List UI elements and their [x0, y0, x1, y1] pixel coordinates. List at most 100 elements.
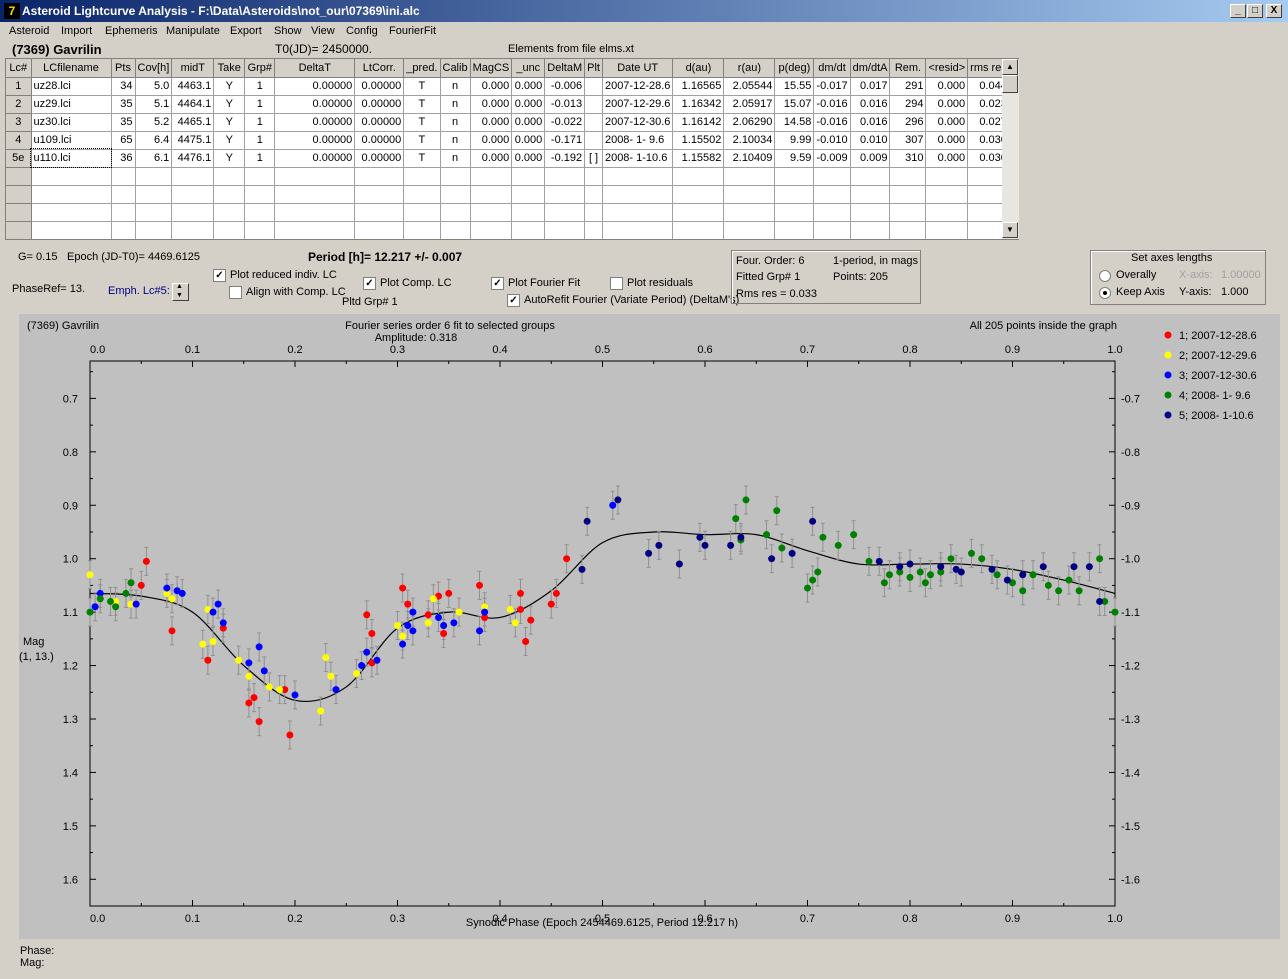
row-header[interactable] [6, 221, 32, 239]
app-icon[interactable]: 7 [4, 3, 20, 19]
table-cell[interactable]: n [440, 77, 471, 96]
scroll-down-icon[interactable]: ▼ [1002, 222, 1018, 238]
table-cell[interactable] [813, 221, 851, 239]
table-cell[interactable]: T [403, 131, 441, 150]
menu-show[interactable]: Show [274, 25, 302, 37]
table-cell[interactable] [354, 167, 405, 186]
table-cell[interactable]: 1.16565 [672, 77, 725, 96]
table-cell[interactable] [774, 185, 815, 204]
table-cell[interactable]: uz28.lci [31, 77, 112, 96]
table-cell[interactable]: 0.00000 [354, 149, 405, 168]
menu-ephemeris[interactable]: Ephemeris [105, 25, 158, 37]
row-header[interactable]: 4 [6, 131, 32, 150]
plot-panel[interactable]: 0.0 0.0 0.1 0.1 0.2 0.2 0.3 0.3 0.4 0.4 0.5 0.5 0.6 0… [19, 314, 1280, 939]
table-cell[interactable]: 0.000 [511, 131, 546, 150]
table-cell[interactable]: 1 [244, 131, 276, 150]
table-cell[interactable] [403, 221, 441, 239]
column-header[interactable]: midT [171, 59, 215, 78]
table-cell[interactable]: -0.013 [544, 95, 586, 114]
scroll-thumb[interactable] [1002, 75, 1018, 93]
table-cell[interactable] [511, 203, 546, 222]
table-cell[interactable] [274, 185, 356, 204]
table-cell[interactable]: 294 [889, 95, 927, 114]
menu-config[interactable]: Config [346, 25, 378, 37]
table-cell[interactable] [925, 185, 969, 204]
table-cell[interactable] [925, 167, 969, 186]
lightcurve-table[interactable]: Lc# LCfilename Pts Cov[h] midT Take Grp# DeltaT… [5, 58, 1019, 240]
table-cell[interactable] [723, 185, 776, 204]
table-cell[interactable]: Y [213, 131, 246, 150]
keep-axis-radio[interactable] [1099, 287, 1111, 299]
menu-export[interactable]: Export [230, 25, 262, 37]
table-cell[interactable] [171, 221, 215, 239]
table-cell[interactable]: 0.00000 [354, 77, 405, 96]
table-cell[interactable]: uz29.lci [31, 95, 112, 114]
spin-up-icon[interactable]: ▲ [176, 283, 183, 290]
table-cell[interactable]: 0.030 [967, 131, 1010, 150]
table-cell[interactable] [585, 239, 603, 240]
table-cell[interactable] [274, 203, 356, 222]
table-cell[interactable] [814, 239, 850, 240]
menu-fourierfit[interactable]: FourierFit [389, 25, 437, 37]
table-cell[interactable]: u110.lci [30, 148, 112, 168]
table-cell[interactable]: -0.022 [544, 113, 586, 132]
table-cell[interactable]: -0.192 [544, 149, 586, 168]
table-cell[interactable]: 2.10034 [723, 131, 776, 150]
table-cell[interactable]: 2.06290 [723, 113, 776, 132]
table-cell[interactable]: 1.15502 [672, 131, 725, 150]
table-cell[interactable] [31, 185, 112, 204]
table-cell[interactable]: 0.017 [850, 77, 891, 96]
row-header[interactable] [6, 239, 31, 240]
table-cell[interactable] [31, 221, 112, 239]
table-cell[interactable]: 9.99 [774, 131, 815, 150]
table-cell[interactable]: -0.171 [544, 131, 586, 150]
table-cell[interactable] [31, 203, 112, 222]
table-cell[interactable] [544, 221, 586, 239]
table-cell[interactable] [244, 185, 276, 204]
table-cell[interactable]: [ ] [584, 149, 603, 168]
table-cell[interactable]: uz30.lci [31, 113, 112, 132]
table-cell[interactable]: 34 [111, 77, 136, 96]
table-cell[interactable]: Y [213, 95, 246, 114]
overally-radio[interactable] [1099, 270, 1111, 282]
table-cell[interactable] [723, 167, 776, 186]
table-cell[interactable] [440, 203, 471, 222]
table-cell[interactable]: 1 [244, 149, 276, 168]
table-cell[interactable] [850, 221, 891, 239]
column-header[interactable]: Calib [440, 59, 471, 78]
table-cell[interactable]: 0.000 [470, 95, 513, 114]
table-cell[interactable]: 2.05544 [723, 77, 776, 96]
table-cell[interactable] [774, 167, 815, 186]
table-cell[interactable] [213, 221, 246, 239]
table-cell[interactable] [602, 203, 674, 222]
table-cell[interactable] [31, 167, 112, 186]
table-cell[interactable]: 14.58 [774, 113, 815, 132]
table-cell[interactable]: 0.00000 [274, 113, 356, 132]
y-axis-value[interactable]: 1.000 [1221, 286, 1249, 298]
table-cell[interactable] [774, 221, 815, 239]
scroll-up-icon[interactable]: ▲ [1002, 59, 1018, 75]
table-cell[interactable] [968, 239, 1010, 240]
table-cell[interactable]: u109.lci [31, 131, 112, 150]
table-cell[interactable] [171, 185, 215, 204]
plot-reduced-checkbox[interactable]: ✓ [213, 269, 226, 282]
align-comp-checkbox[interactable] [229, 286, 242, 299]
table-cell[interactable]: 65 [111, 131, 136, 150]
table-cell[interactable]: 0.00000 [354, 113, 405, 132]
table-cell[interactable] [813, 203, 851, 222]
table-cell[interactable]: T [403, 149, 441, 168]
table-cell[interactable] [470, 203, 513, 222]
lightcurve-plot[interactable]: 0.0 0.0 0.1 0.1 0.2 0.2 0.3 0.3 0.4 0.4 0.5 0.5 0.6 0… [19, 314, 1280, 939]
table-cell[interactable]: n [440, 95, 471, 114]
table-cell[interactable] [584, 77, 603, 96]
table-cell[interactable]: 0.00000 [274, 131, 356, 150]
table-cell[interactable] [584, 113, 603, 132]
table-cell[interactable]: T [403, 95, 441, 114]
table-cell[interactable] [584, 167, 603, 186]
table-cell[interactable]: 1 [244, 77, 276, 96]
table-cell[interactable]: 36 [111, 149, 136, 168]
table-cell[interactable]: n [440, 149, 471, 168]
table-cell[interactable]: 4476.1 [171, 149, 215, 168]
table-cell[interactable] [355, 239, 404, 240]
